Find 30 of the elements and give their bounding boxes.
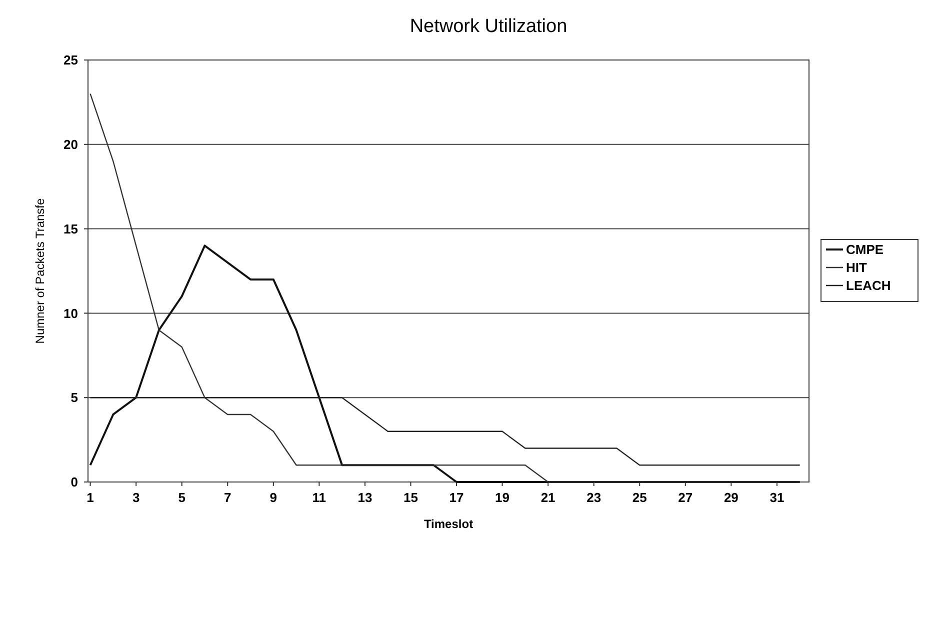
x-tick-label: 3 (132, 490, 140, 505)
x-tick-label: 31 (770, 490, 784, 505)
line-series (89, 244, 801, 483)
chart-title: Network Utilization (410, 16, 568, 37)
y-tick-label: 10 (64, 306, 78, 321)
x-tick-label: 29 (724, 490, 738, 505)
x-tick-label: 25 (632, 490, 647, 505)
y-tick-label: 0 (70, 474, 78, 490)
x-tick-label: 21 (540, 490, 556, 505)
x-tick-label: 17 (449, 490, 464, 505)
x-tick-label: 7 (224, 490, 232, 505)
x-axis-title: Timeslot (424, 517, 474, 531)
y-axis-title: Numner of Packets Transfe (33, 198, 47, 344)
x-tick-label: 1 (86, 490, 94, 505)
y-tick-label: 25 (64, 52, 78, 68)
legend-label: CMPE (846, 242, 884, 258)
line-series (90, 397, 800, 466)
x-tick-label: 5 (178, 490, 186, 505)
x-tick-label: 19 (495, 490, 510, 505)
x-tick-label: 15 (404, 490, 418, 505)
x-tick-label: 27 (678, 490, 693, 505)
x-tick-label: 9 (270, 490, 278, 505)
x-tick-label: 23 (586, 490, 602, 505)
x-tick-label: 11 (312, 490, 326, 505)
y-tick-label: 20 (64, 136, 78, 152)
x-tick-label: 13 (358, 490, 372, 505)
y-tick-label: 5 (70, 390, 78, 406)
legend-label: HIT (846, 260, 867, 276)
y-tick-label: 15 (64, 221, 78, 236)
legend-label: LEACH (846, 278, 891, 294)
